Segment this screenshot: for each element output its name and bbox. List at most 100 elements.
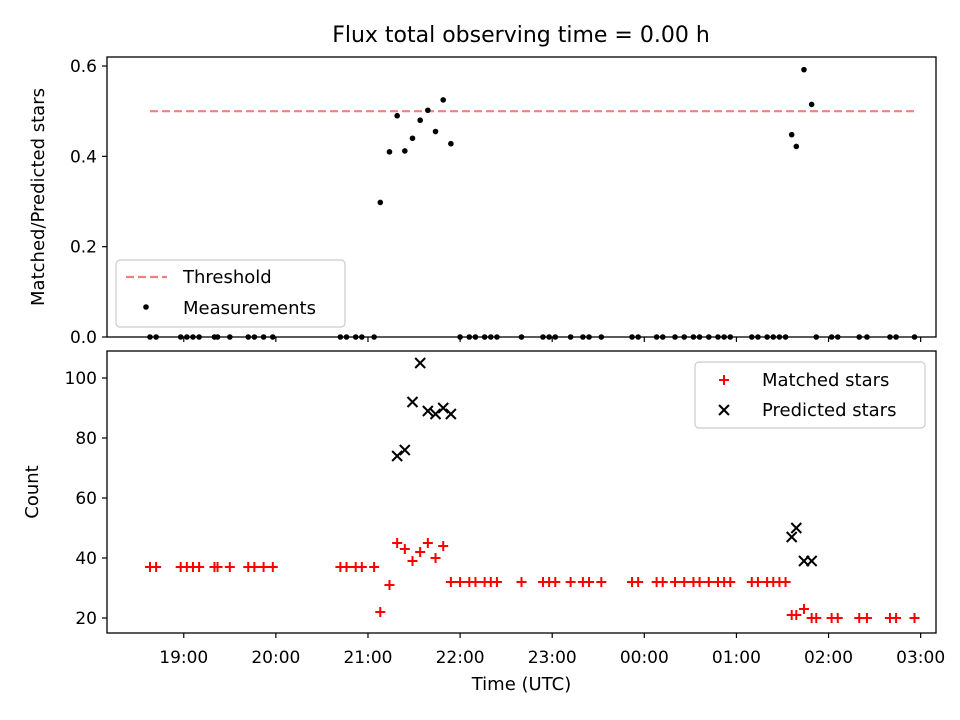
matched-star-point [861,613,872,623]
x-stroke [718,404,730,416]
legend-matched-swatch [719,375,729,385]
matched-star-point [909,613,920,623]
axes-frame [106,350,937,634]
ratio-panel: 0.0 0.2 0.4 0.6 Matched/Predicted stars Thres… [28,56,937,348]
matched-star-point [694,577,705,587]
matched-star-point [657,577,668,587]
matched-star-point [491,577,502,587]
matched-star-point [516,577,527,587]
measurement-point [440,97,447,103]
legend-measurement-swatch [143,304,149,310]
matched-star-point [596,577,607,587]
count-panel: 20 40 60 80 100 19:00 20:00 21:00 22:00 23:00 00:0… [22,350,945,695]
x-stroke [414,357,426,369]
x-axis-label: Time (UTC) [471,674,572,695]
measurement-point [432,128,439,135]
predicted-star-point [437,402,449,414]
matched-star-point [224,562,235,572]
matched-star-point [399,544,410,554]
y-tick-label: 0.6 [70,57,97,77]
y-tick-label: 60 [75,489,97,509]
matched-star-point [249,562,260,572]
x-stroke [445,408,457,420]
x-stroke [406,396,419,408]
matched-star-point [832,613,843,623]
chart-title: Flux total observing time = 0.00 h [332,23,710,48]
x-stroke [422,405,434,417]
x-stroke [437,402,449,414]
matched-star-point [407,556,418,566]
predicted-star-point [790,522,803,534]
legend-frame [115,259,346,328]
predicted-star-point [399,444,411,456]
legend-predicted-swatch [718,404,730,416]
measurement-point [377,199,384,206]
matched-star-point [415,547,426,557]
x-stroke [785,531,798,543]
measurement-point [788,131,795,138]
measurement-point [409,135,416,142]
legend-frame [694,361,926,429]
legend: Matched stars Predicted stars [694,361,926,429]
x-tick-label: 19:00 [159,648,208,668]
matched-star-point [194,562,205,572]
matched-star-point [356,562,367,572]
matched-star-point [798,604,809,614]
matched-star-point [679,577,690,587]
y-tick-label: 0.4 [70,147,97,167]
measurement-point [793,143,800,150]
matched-star-point [811,613,822,623]
x-stroke [805,555,818,567]
x-tick-label: 03:00 [896,648,945,668]
matched-star-point [470,577,481,587]
matched-star-point [455,577,466,587]
measurement-point [448,140,454,147]
measurement-point [417,117,423,124]
x-stroke [391,450,403,462]
matched-star-point [430,553,441,563]
x-stroke [790,522,803,534]
legend-predicted-label: Predicted stars [762,400,896,421]
x-stroke [399,444,411,456]
y-axis-label: Matched/Predicted stars [28,88,49,306]
y-tick-label: 20 [75,609,97,629]
axes-frame [106,56,937,338]
predicted-star-point [414,357,426,369]
x-tick-label: 01:00 [712,648,761,668]
matched-star-point [375,607,386,617]
legend-matched-label: Matched stars [762,370,889,391]
x-tick-label: 02:00 [804,648,853,668]
y-tick-label: 40 [75,549,97,569]
measurement-point [425,107,431,114]
y-tick-label: 0.2 [70,238,97,258]
matched-star-point [565,577,576,587]
matched-star-point [438,541,449,551]
matched-star-point [422,538,433,548]
predicted-star-point [445,408,457,420]
predicted-star-point [422,405,434,417]
x-tick-label: 00:00 [620,648,669,668]
matched-star-point [369,562,380,572]
matched-star-point [791,610,802,620]
matched-star-point [151,562,162,572]
matched-star-point [212,562,223,572]
matched-star-point [584,577,595,587]
matched-star-point [891,613,902,623]
matched-star-point [392,538,403,548]
predicted-star-point [429,408,442,420]
measurement-point [808,101,815,108]
measurement-point [386,149,393,155]
measurement-point [402,148,408,154]
matched-star-point [341,562,352,572]
y-tick-label: 0.0 [70,328,97,348]
matched-star-point [633,577,644,587]
matched-star-point [703,577,714,587]
matched-star-point [384,580,395,590]
matched-star-point [550,577,561,587]
predicted-star-point [391,450,403,462]
x-tick-label: 23:00 [528,648,577,668]
predicted-star-point [805,555,818,567]
x-tick-label: 22:00 [436,648,485,668]
y-axis-label: Count [22,465,43,518]
matched-star-point [258,562,269,572]
